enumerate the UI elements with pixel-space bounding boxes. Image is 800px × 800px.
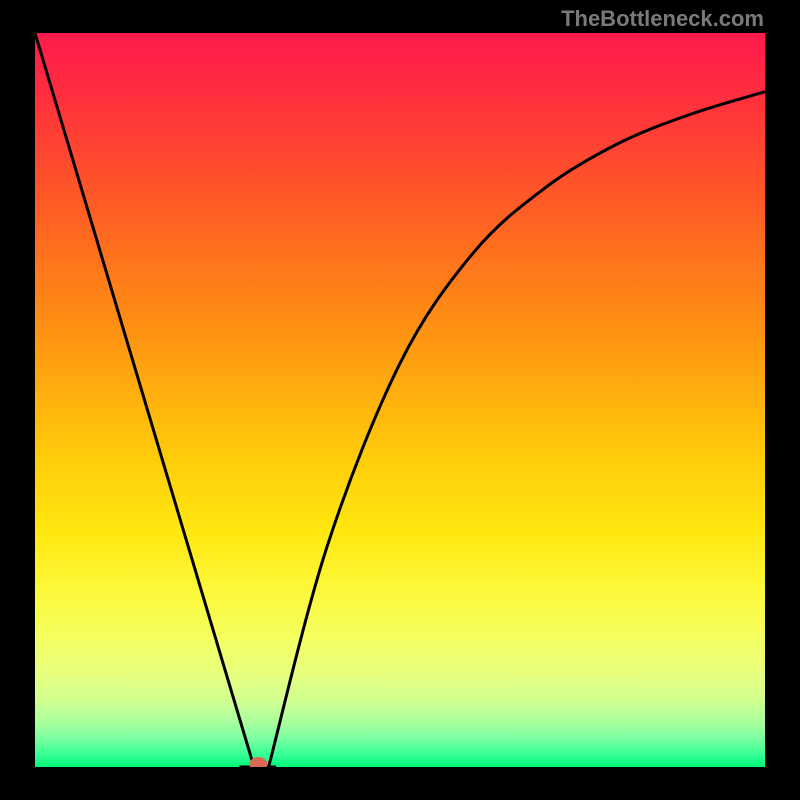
watermark-text: TheBottleneck.com — [561, 6, 764, 32]
plot-area — [35, 33, 765, 767]
chart-container: TheBottleneck.com — [0, 0, 800, 800]
